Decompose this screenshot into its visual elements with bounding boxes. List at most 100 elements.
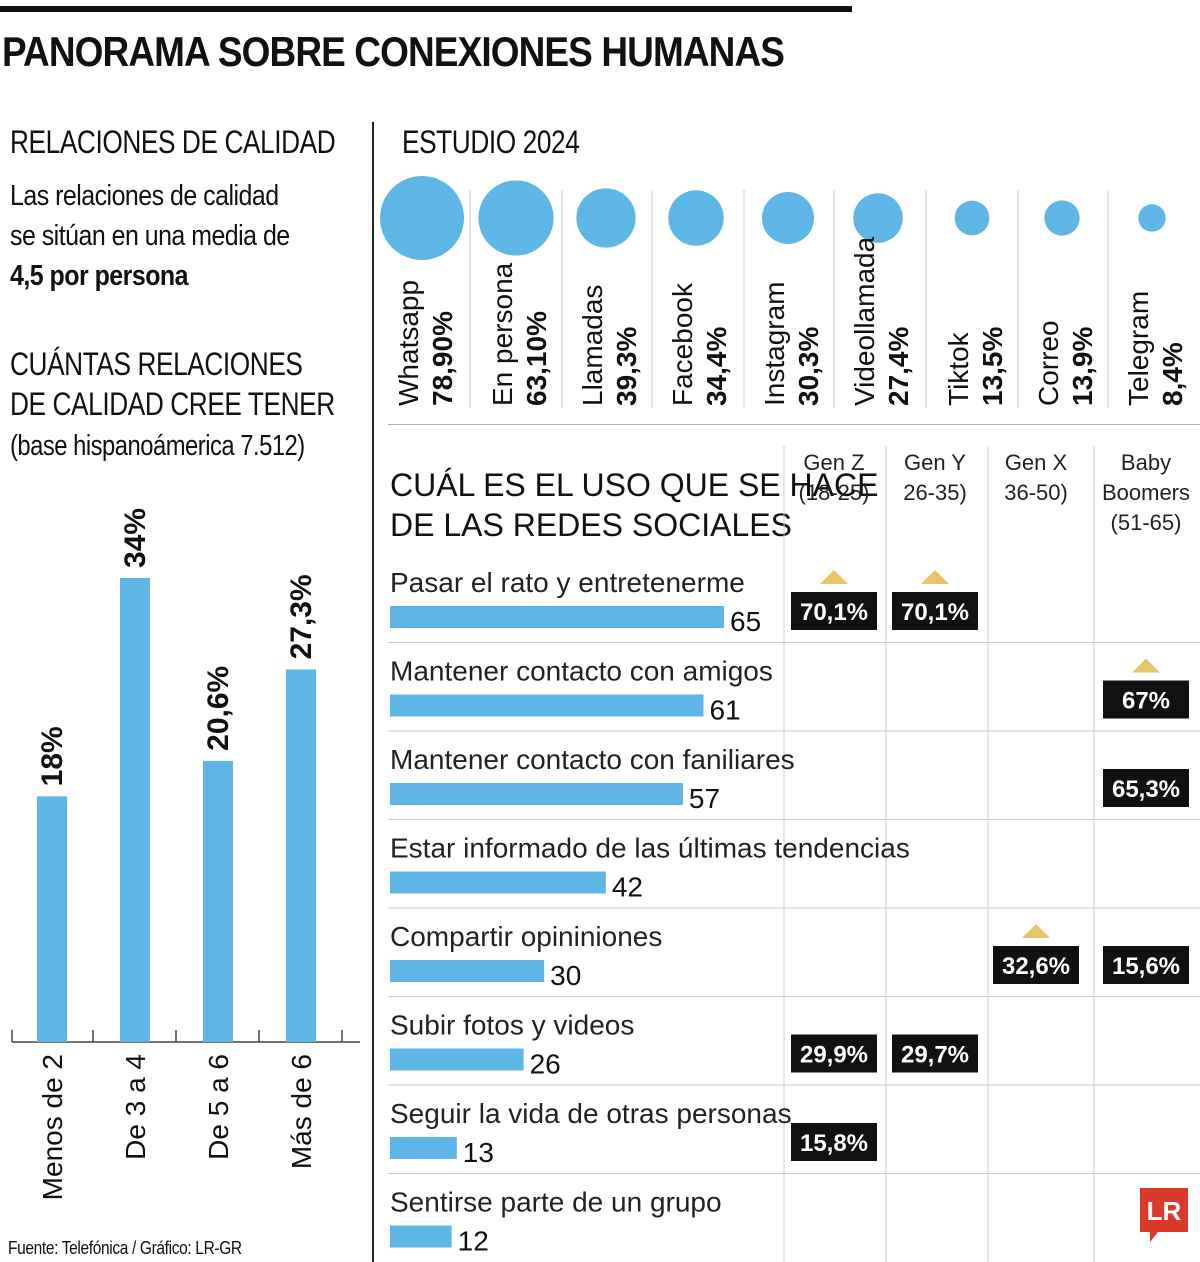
quality-text-line2: se sitúan en una media de	[10, 220, 290, 252]
bubble	[478, 180, 554, 256]
bubble-category-label: Correo	[1033, 320, 1064, 406]
bar	[203, 760, 233, 1042]
bubble-value-label: 13,5%	[977, 327, 1008, 406]
bubble	[1138, 204, 1166, 232]
usage-value-label: 61	[709, 695, 740, 726]
bar-value-label: 27,3%	[285, 574, 318, 659]
bar	[37, 796, 67, 1042]
usage-value-label: 42	[612, 872, 643, 903]
highlight-box	[791, 1123, 877, 1161]
highlight-box	[993, 946, 1079, 984]
generation-range: 36-50)	[1004, 480, 1068, 505]
highlight-box	[791, 1034, 877, 1073]
usage-category-label: Compartir opininiones	[390, 921, 662, 952]
generation-label: Gen X	[1005, 450, 1068, 475]
usage-category-label: Seguir la vida de otras personas	[390, 1098, 792, 1129]
bubble-category-label: Facebook	[667, 282, 698, 406]
usage-category-label: Subir fotos y videos	[390, 1010, 634, 1041]
usage-bar	[390, 871, 606, 894]
bubble-value-label: 30,3%	[793, 327, 824, 406]
usage-value-label: 57	[689, 783, 720, 814]
bar	[286, 669, 316, 1042]
generation-label: Gen Z	[803, 450, 864, 475]
bubble-category-label: Tiktok	[943, 331, 974, 406]
usage-value-label: 13	[463, 1137, 494, 1168]
highlight-box	[892, 592, 978, 630]
highlight-box	[1103, 946, 1189, 984]
usage-bar	[390, 694, 704, 717]
highlight-box	[1103, 680, 1189, 719]
highlight-arrow	[1132, 658, 1160, 673]
lr-logo: LR	[1140, 1188, 1188, 1242]
page-title: PANORAMA SOBRE CONEXIONES HUMANAS	[2, 28, 785, 75]
bubble	[380, 176, 464, 260]
bubble-category-label: Telegram	[1123, 291, 1154, 406]
bar-value-label: 34%	[119, 508, 152, 568]
usage-category-label: Pasar el rato y entretenerme	[390, 567, 745, 598]
category-label: Menos de 2	[37, 1054, 68, 1200]
highlight-arrow	[921, 570, 949, 584]
highlight-box	[892, 1034, 978, 1073]
generation-range: Boomers	[1102, 480, 1190, 505]
usage-value-label: 12	[458, 1226, 489, 1257]
usage-bar	[390, 960, 545, 982]
bar	[120, 578, 150, 1042]
highlight-value: 32,6%	[1002, 953, 1070, 980]
highlight-value: 29,7%	[901, 1042, 969, 1069]
usage-bar	[390, 1137, 457, 1159]
highlight-arrow	[1022, 924, 1050, 938]
usage-bar	[390, 1048, 524, 1071]
bubble	[1044, 200, 1080, 236]
usage-bar	[390, 606, 724, 628]
quality-average: 4,5 por persona	[10, 260, 189, 292]
generation-range: 26-35)	[903, 480, 967, 505]
vertical-divider	[372, 122, 374, 1262]
quality-text-line1: Las relaciones de calidad	[10, 180, 279, 212]
bubble-category-label: En persona	[487, 262, 518, 406]
bubble-category-label: Videollamada	[849, 236, 880, 406]
bubble	[668, 190, 724, 246]
bubble-value-label: 13,9%	[1067, 327, 1098, 406]
bubble	[954, 200, 990, 236]
bubble-category-label: Whatsapp	[393, 280, 424, 406]
quality-heading: RELACIONES DE CALIDAD	[10, 124, 336, 160]
bubble-value-label: 78,90%	[427, 311, 458, 406]
highlight-value: 15,8%	[800, 1130, 868, 1157]
bubble	[853, 193, 903, 243]
usage-value-label: 65	[730, 606, 761, 637]
highlight-box	[791, 592, 877, 630]
bubble-value-label: 8,4%	[1157, 342, 1188, 406]
highlight-value: 70,1%	[800, 599, 868, 626]
usage-category-label: Mantener contacto con faniliares	[390, 744, 795, 775]
category-label: De 5 a 6	[203, 1054, 234, 1160]
bubble	[761, 191, 815, 245]
bar-value-label: 18%	[36, 726, 69, 786]
category-label: De 3 a 4	[120, 1054, 151, 1160]
bar-value-label: 20,6%	[202, 666, 235, 751]
bubble-value-label: 27,4%	[883, 327, 914, 406]
relationships-bar-chart: 18% Menos de 2 34% De 3 a 4 20,6% De 5 a 6 27,…	[11, 508, 360, 1200]
generation-label: Gen Y	[904, 450, 966, 475]
usage-value-label: 30	[550, 960, 581, 991]
highlight-value: 70,1%	[901, 599, 969, 626]
top-rule	[0, 6, 852, 12]
bubble-value-label: 34,4%	[701, 327, 732, 406]
highlight-value: 65,3%	[1112, 776, 1180, 803]
usage-category-label: Estar informado de las últimas tendencia…	[390, 833, 910, 864]
chart-heading-line1: CUÁNTAS RELACIONES	[10, 346, 303, 382]
bubble-category-label: Instagram	[759, 282, 790, 407]
generation-label: Baby	[1121, 450, 1171, 475]
category-label: Más de 6	[286, 1054, 317, 1169]
lr-logo-text: LR	[1147, 1196, 1182, 1226]
source-footer: Fuente: Telefónica / Gráfico: LR-GR	[8, 1238, 242, 1258]
channels-bubble-chart: Whatsapp 78,90% En persona 63,10% Llamadas 39…	[380, 176, 1188, 408]
usage-category-label: Sentirse parte de un grupo	[390, 1187, 722, 1218]
highlight-value: 67%	[1122, 688, 1170, 715]
usage-category-label: Mantener contacto con amigos	[390, 656, 773, 687]
bubble-category-label: Llamadas	[577, 285, 608, 406]
bubble	[576, 188, 636, 248]
bubble-value-label: 63,10%	[521, 311, 552, 406]
highlight-value: 15,6%	[1112, 953, 1180, 980]
generation-range: (18-25)	[799, 480, 870, 505]
